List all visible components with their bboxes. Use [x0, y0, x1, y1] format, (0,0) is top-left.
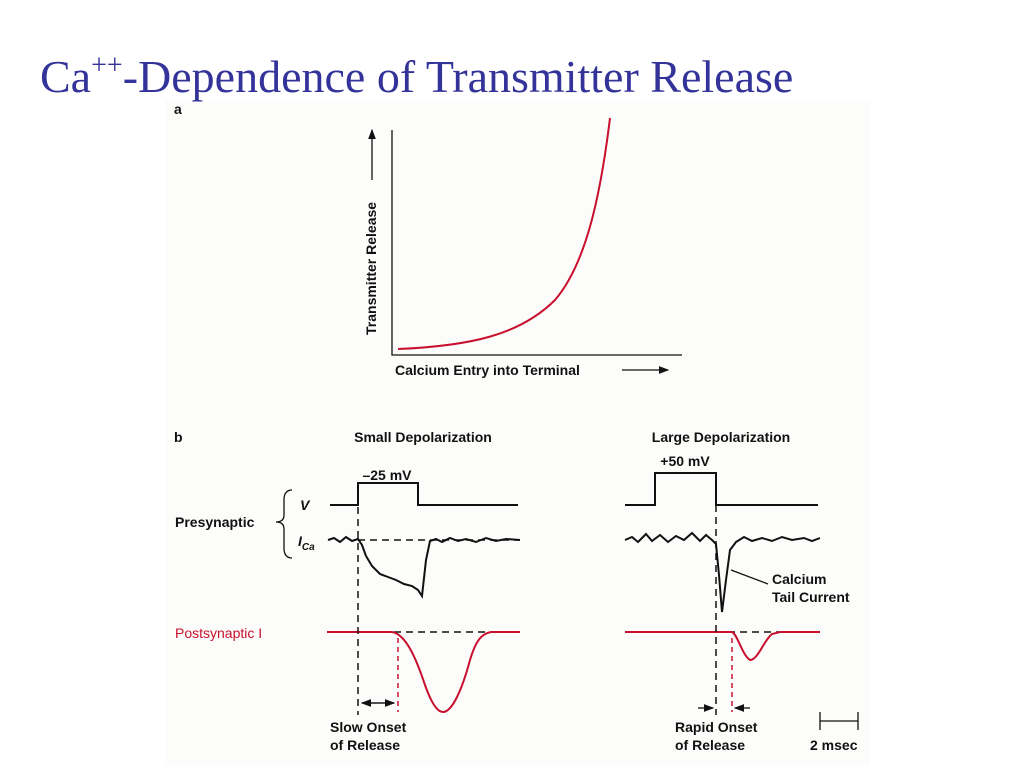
postsynaptic-trace	[327, 631, 520, 714]
axes	[391, 130, 682, 356]
y-axis-label: Transmitter Release	[363, 202, 379, 335]
annotation: Rapid Onset	[675, 719, 758, 735]
release-curve	[397, 117, 611, 350]
presynaptic-label: Presynaptic	[175, 514, 255, 530]
voltage-label: –25 mV	[362, 467, 412, 483]
brace	[275, 489, 293, 559]
v-label: V	[300, 497, 311, 513]
title-main: Ca	[40, 51, 91, 102]
figure-background	[165, 100, 870, 765]
heading: Small Depolarization	[354, 429, 492, 445]
voltage-label: +50 mV	[660, 453, 710, 469]
leader-line	[730, 569, 769, 585]
postsynaptic-label: Postsynaptic I	[175, 625, 262, 641]
ica-label: ICa	[298, 533, 315, 553]
i-label: I	[298, 533, 303, 549]
annotation: Slow Onset	[330, 719, 407, 735]
voltage-trace	[625, 472, 818, 506]
voltage-trace	[330, 482, 518, 506]
annotation: Tail Current	[772, 589, 850, 605]
x-axis-label: Calcium Entry into Terminal	[395, 362, 580, 378]
scale-bar	[819, 712, 859, 730]
i-subscript: Ca	[302, 542, 315, 553]
calcium-current-trace	[624, 531, 821, 613]
panel-label: a	[174, 101, 182, 117]
panel-label: b	[174, 429, 183, 445]
title-rest: -Dependence of Transmitter Release	[123, 51, 794, 102]
annotation: of Release	[675, 737, 745, 753]
title-superscript: ++	[91, 50, 123, 81]
slide-title: Ca++-Dependence of Transmitter Release	[40, 50, 793, 102]
heading: Large Depolarization	[652, 429, 790, 445]
calcium-current-trace	[327, 535, 521, 599]
annotation: of Release	[330, 737, 400, 753]
annotation: Calcium	[772, 571, 826, 587]
postsynaptic-trace	[625, 631, 820, 662]
scale-label: 2 msec	[810, 737, 858, 753]
